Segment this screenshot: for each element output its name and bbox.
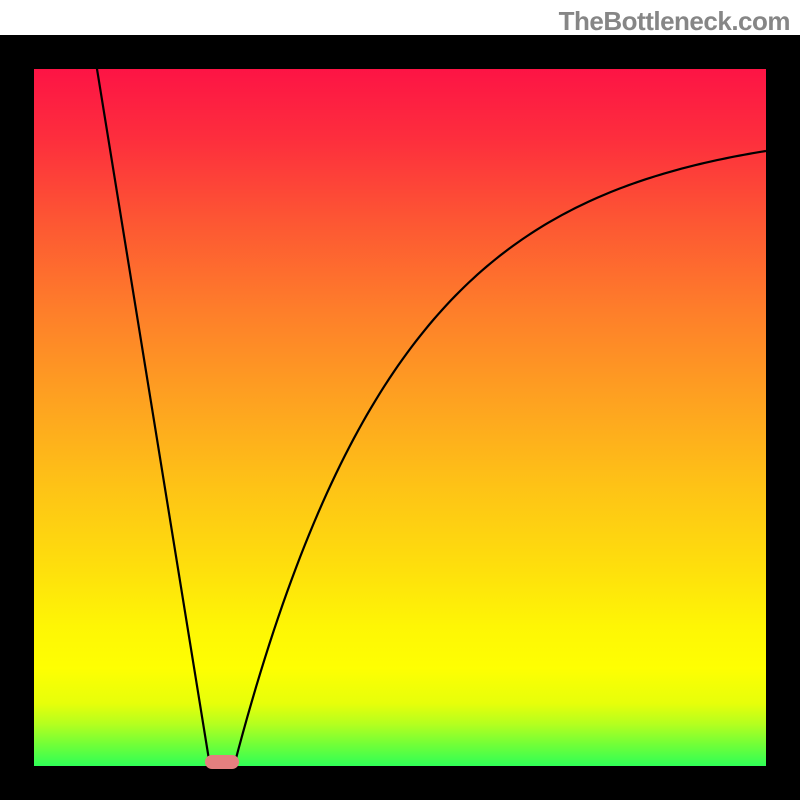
watermark-text: TheBottleneck.com: [559, 6, 790, 37]
marker-pill: [205, 755, 239, 769]
plot-background: [34, 69, 766, 766]
chart-canvas: [0, 0, 800, 800]
root: TheBottleneck.com: [0, 0, 800, 800]
